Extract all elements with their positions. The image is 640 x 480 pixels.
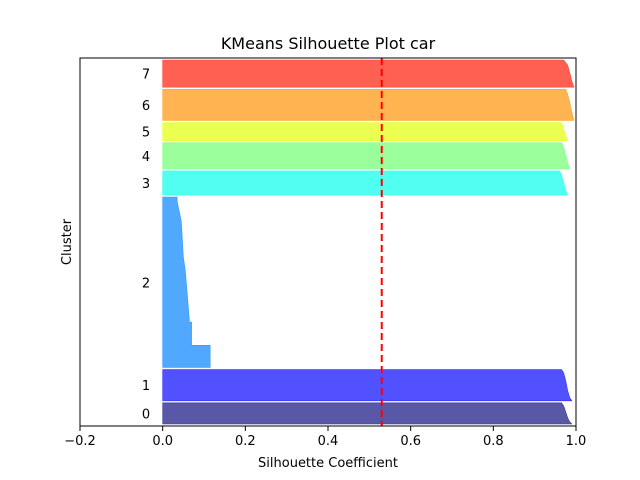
x-tick-label: 1.0 [566, 434, 587, 449]
y-axis-title: Cluster [60, 218, 75, 265]
cluster-0-silhouette [162, 402, 573, 425]
cluster-silhouettes [162, 59, 575, 425]
cluster-3-silhouette [162, 170, 569, 196]
x-tick-label: 0.2 [235, 434, 256, 449]
cluster-5-silhouette [162, 122, 569, 141]
x-tick-label: 0.6 [400, 434, 421, 449]
cluster-6-silhouette [162, 89, 575, 121]
cluster-label-0: 0 [142, 407, 150, 422]
cluster-4-silhouette [162, 142, 571, 170]
cluster-2-silhouette [162, 196, 211, 368]
x-tick-label: 0.0 [152, 434, 173, 449]
cluster-label-1: 1 [142, 379, 150, 394]
cluster-label-6: 6 [142, 99, 150, 114]
cluster-label-5: 5 [142, 126, 150, 141]
cluster-label-7: 7 [142, 68, 150, 83]
x-tick-label: 0.4 [318, 434, 339, 449]
cluster-label-3: 3 [142, 177, 150, 192]
cluster-label-4: 4 [142, 150, 150, 165]
cluster-7-silhouette [162, 59, 575, 88]
cluster-label-2: 2 [142, 276, 150, 291]
x-tick-label: −0.2 [64, 434, 96, 449]
cluster-labels: 0 1 2 3 4 5 6 7 [142, 68, 150, 423]
x-axis-title: Silhouette Coefficient [258, 456, 398, 471]
x-tick-label: 0.8 [483, 434, 504, 449]
cluster-1-silhouette [162, 369, 573, 402]
chart-title: KMeans Silhouette Plot car [221, 34, 436, 53]
x-axis-ticks: −0.2 0.0 0.2 0.4 0.6 0.8 1.0 [64, 426, 586, 449]
